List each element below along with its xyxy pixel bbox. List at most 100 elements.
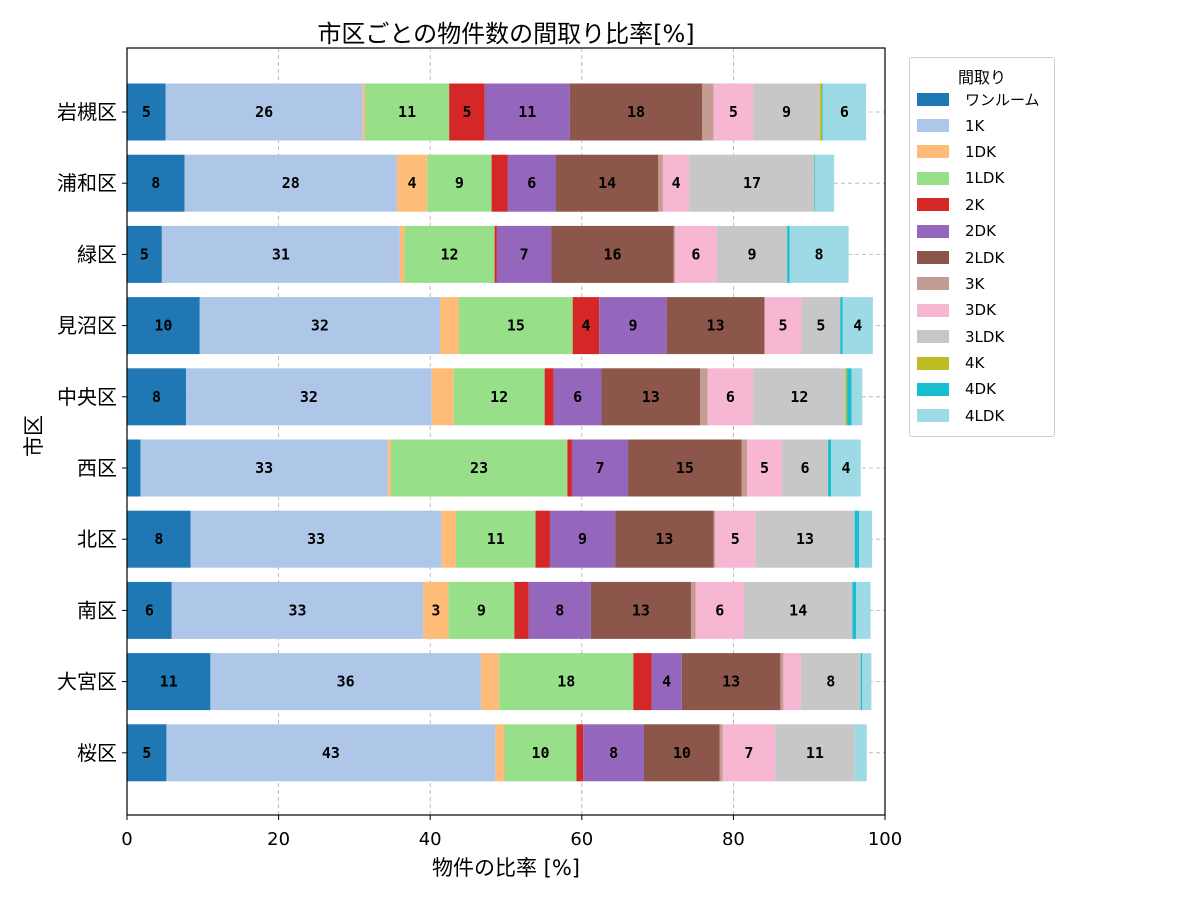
- bar-segment: [747, 439, 782, 497]
- y-tick-label: 北区: [77, 527, 117, 551]
- segment-value-label: 6: [715, 601, 724, 619]
- bar-segment: [440, 297, 460, 355]
- segment-value-label: 11: [518, 103, 536, 121]
- bar-segment: [494, 225, 497, 283]
- legend-items: ワンルーム 1K 1DK 1LDK 2K 2DK 2LDK 3K 3DK 3LDK 4K 4DK 4LD…: [910, 86, 1054, 429]
- segment-value-label: 8: [152, 388, 161, 406]
- segment-value-label: 4: [407, 174, 416, 192]
- segment-value-label: 14: [789, 601, 807, 619]
- legend-label: 2DK: [965, 222, 996, 241]
- bar-segment: [713, 510, 716, 568]
- bar-segment: [666, 297, 765, 355]
- bar-segment: [681, 653, 781, 711]
- bar-segment: [569, 83, 703, 141]
- bar-segment: [753, 368, 846, 426]
- segment-value-label: 15: [676, 459, 694, 477]
- bar-segment: [755, 510, 855, 568]
- y-tick-label: 岩槻区: [57, 100, 117, 124]
- x-tick-label: 100: [868, 829, 902, 850]
- bar-segment: [423, 581, 449, 639]
- bar-segment: [722, 724, 776, 782]
- bar-segment: [716, 225, 788, 283]
- segment-value-label: 6: [527, 174, 536, 192]
- segment-value-label: 43: [322, 744, 340, 762]
- segment-value-label: 28: [282, 174, 300, 192]
- bar-segment: [822, 83, 867, 141]
- bar-segment: [127, 439, 141, 497]
- legend-label: ワンルーム: [965, 90, 1040, 109]
- legend-item: ワンルーム: [910, 86, 1054, 112]
- bar-segment: [781, 439, 829, 497]
- bar-segment: [365, 83, 450, 141]
- bar-segment: [695, 581, 745, 639]
- bar-segment: [551, 225, 674, 283]
- y-tick-label: 西区: [77, 456, 117, 480]
- segment-value-label: 18: [557, 673, 575, 691]
- x-tick-label: 60: [570, 829, 593, 850]
- bar-segment: [744, 581, 853, 639]
- bar-segment: [514, 581, 529, 639]
- bar-segment: [459, 297, 573, 355]
- plot-frame: [126, 47, 886, 816]
- bar-segment: [831, 439, 861, 497]
- segment-value-label: 5: [140, 245, 149, 263]
- segment-value-label: 9: [455, 174, 464, 192]
- bar-segment: [184, 154, 397, 212]
- bar-segment: [583, 724, 644, 782]
- bar-segment: [553, 368, 602, 426]
- legend-item: 1DK: [910, 139, 1054, 165]
- bar-segment: [441, 510, 456, 568]
- bar-segment: [567, 439, 572, 497]
- legend-swatch: [917, 356, 949, 370]
- legend-swatch: [917, 171, 949, 185]
- legend-label: 1LDK: [965, 169, 1005, 188]
- segment-value-label: 16: [603, 245, 621, 263]
- bar-segment: [715, 510, 756, 568]
- segment-value-label: 13: [632, 601, 650, 619]
- bar-segment: [571, 439, 629, 497]
- segment-value-label: 8: [154, 530, 163, 548]
- segment-value-label: 12: [790, 388, 808, 406]
- segment-value-label: 11: [806, 744, 824, 762]
- segment-value-label: 5: [816, 317, 825, 335]
- bar-segment: [127, 653, 211, 711]
- segment-value-label: 7: [744, 744, 753, 762]
- bar-segment: [801, 297, 841, 355]
- segment-value-label: 15: [507, 317, 525, 335]
- bar-segment: [842, 297, 873, 355]
- bar-segment: [643, 724, 720, 782]
- bar-segment: [800, 653, 861, 711]
- bar-segment: [700, 368, 708, 426]
- segment-value-label: 5: [731, 530, 740, 548]
- bar-segment: [673, 225, 676, 283]
- bar-segment: [633, 653, 652, 711]
- segment-value-label: 6: [801, 459, 810, 477]
- legend-title: 間取り: [957, 68, 1006, 87]
- bar-segment: [815, 154, 835, 212]
- legend-label: 3DK: [965, 301, 996, 320]
- legend-item: 3LDK: [910, 324, 1054, 350]
- legend-item: 3K: [910, 271, 1054, 297]
- bar-segment: [127, 724, 167, 782]
- bar-segment: [690, 581, 696, 639]
- y-tick-label: 見沼区: [57, 314, 117, 338]
- bar-segment: [662, 154, 690, 212]
- segment-value-label: 12: [440, 245, 458, 263]
- segment-value-label: 26: [255, 103, 273, 121]
- bar-segment: [780, 653, 784, 711]
- bar-segment: [854, 510, 860, 568]
- bar-segment: [127, 225, 162, 283]
- bar-segment: [753, 83, 820, 141]
- bar-segment: [127, 83, 166, 141]
- y-tick-label: 南区: [77, 598, 117, 622]
- legend-item: 4K: [910, 350, 1054, 376]
- bar-segment: [127, 154, 185, 212]
- legend-swatch: [917, 251, 949, 265]
- bar-segment: [431, 368, 454, 426]
- bar-segment: [127, 581, 172, 639]
- segment-value-label: 9: [628, 317, 637, 335]
- segment-value-label: 32: [300, 388, 318, 406]
- segment-value-label: 4: [853, 317, 862, 335]
- legend-label: 3LDK: [965, 327, 1005, 346]
- bar-segment: [362, 83, 366, 141]
